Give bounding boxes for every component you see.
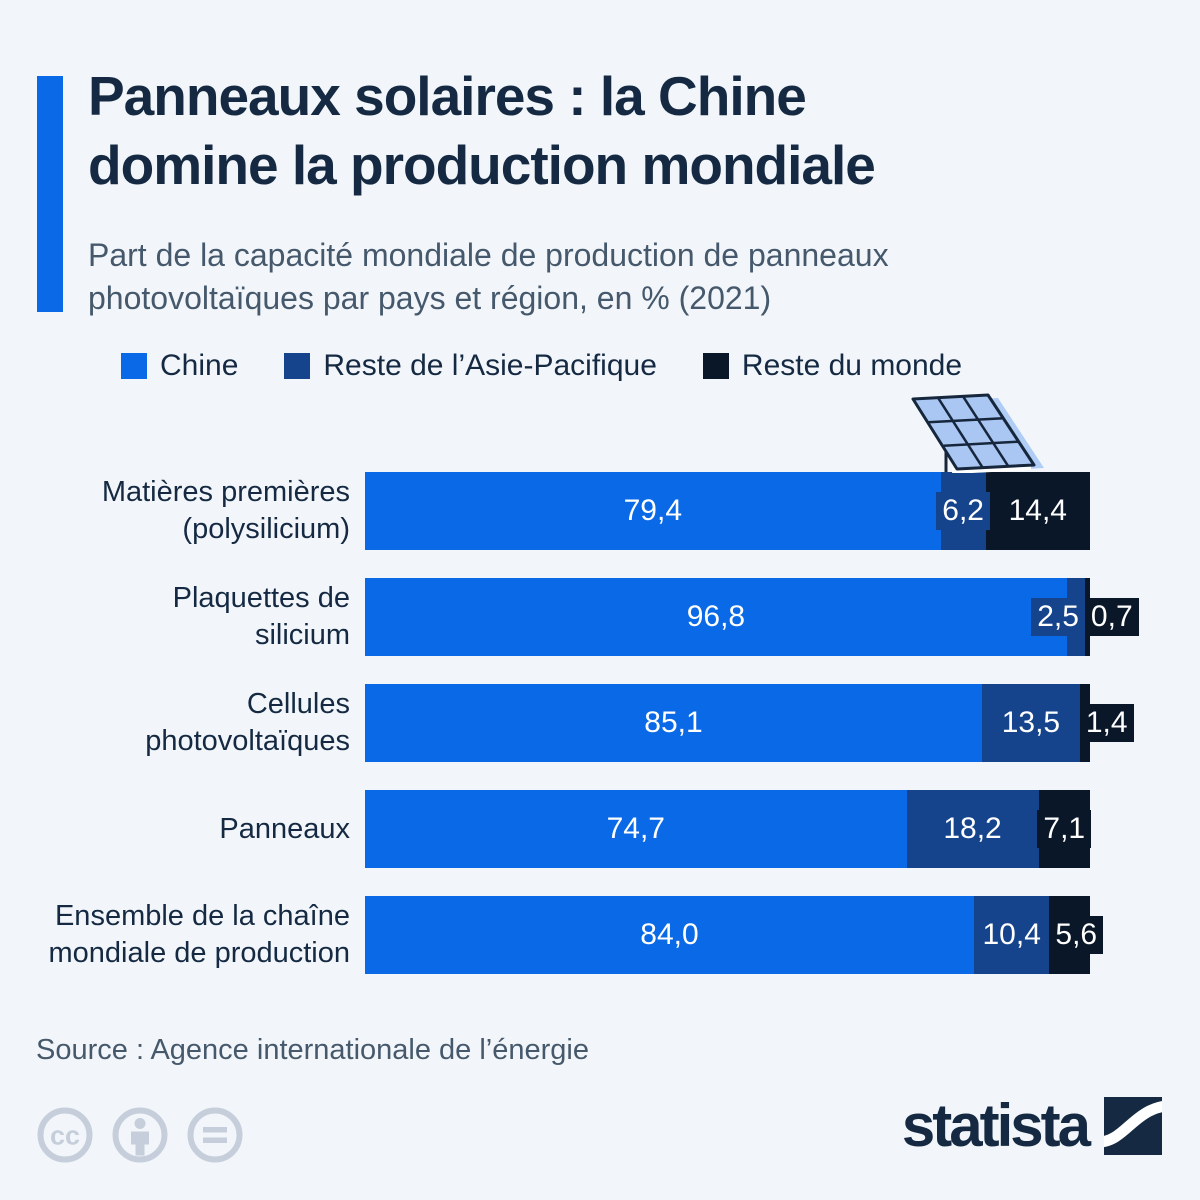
value-label: 7,1 <box>1037 810 1092 848</box>
value-label: 85,1 <box>638 704 709 742</box>
value-label: 96,8 <box>680 598 752 636</box>
source-note: Source : Agence internationale de l’éner… <box>36 1034 589 1066</box>
legend: Chine Reste de l’Asie-Pacifique Reste du… <box>121 351 962 381</box>
stacked-bar: 84,0 10,4 5,6 <box>365 896 1104 974</box>
svg-text:cc: cc <box>50 1121 80 1151</box>
title-accent-bar <box>37 76 63 312</box>
category-label: Plaquettes de silicium <box>172 582 350 651</box>
legend-swatch-reste-du-monde <box>702 353 729 379</box>
chart-row: Matières premières (polysilicium) 79,4 6,2… <box>102 472 1090 550</box>
value-label: 74,7 <box>600 810 671 848</box>
legend-label: Reste du monde <box>741 349 963 382</box>
stacked-bar: 74,7 18,2 7,1 <box>365 790 1092 868</box>
page-title: Panneaux solaires : la Chine domine la p… <box>88 65 876 196</box>
solar-panel-icon <box>911 393 1044 473</box>
legend-label: Reste de l’Asie-Pacifique <box>323 349 657 382</box>
legend-item-asie-pacifique: Reste de l’Asie-Pacifique <box>284 351 657 381</box>
stacked-bar: 96,8 2,5 0,7 <box>365 578 1139 656</box>
legend-label: Chine <box>160 349 239 382</box>
category-label: Matières premières (polysilicium) <box>101 476 350 545</box>
value-label: 84,0 <box>634 916 705 954</box>
value-label: 5,6 <box>1049 916 1104 954</box>
chart-row: Ensemble de la chaîne mondiale de produc… <box>49 896 1104 974</box>
value-label: 10,4 <box>976 916 1047 954</box>
chart-row: Panneaux 74,7 18,2 7,1 <box>219 790 1092 868</box>
value-label: 14,4 <box>1002 492 1073 530</box>
legend-swatch-asie-pacifique <box>284 353 311 379</box>
statista-logo-mark-icon <box>1104 1097 1162 1155</box>
value-label: 1,4 <box>1079 704 1134 742</box>
value-label: 2,5 <box>1031 598 1085 636</box>
chart-row: Cellules photovoltaïques 85,1 13,5 1,4 <box>145 684 1134 762</box>
value-label: 79,4 <box>617 492 689 530</box>
chart-row: Plaquettes de silicium 96,8 2,5 0,7 <box>173 578 1139 656</box>
cc-icon[interactable]: cc <box>36 1106 94 1164</box>
legend-swatch-chine <box>121 353 147 379</box>
statista-wordmark: statista <box>901 1092 1091 1159</box>
cc-nd-equals-icon[interactable] <box>186 1106 244 1164</box>
category-label: Panneaux <box>219 812 350 845</box>
value-label: 18,2 <box>937 810 1008 848</box>
license-icons: cc <box>36 1106 244 1164</box>
category-label: Cellules photovoltaïques <box>145 688 350 757</box>
category-label: Ensemble de la chaîne mondiale de produc… <box>48 900 350 969</box>
value-label: 13,5 <box>995 704 1067 742</box>
legend-item-reste-du-monde: Reste du monde <box>702 349 963 382</box>
value-label: 6,2 <box>936 492 990 530</box>
page-subtitle: Part de la capacité mondiale de producti… <box>88 237 889 316</box>
legend-item-chine: Chine <box>121 351 238 381</box>
stacked-bar: 79,4 6,2 14,4 <box>365 472 1090 550</box>
statista-logo[interactable]: statista <box>902 1096 1162 1156</box>
cc-by-person-icon[interactable] <box>111 1106 169 1164</box>
stacked-bar: 85,1 13,5 1,4 <box>365 684 1134 762</box>
value-label: 0,7 <box>1084 598 1139 636</box>
